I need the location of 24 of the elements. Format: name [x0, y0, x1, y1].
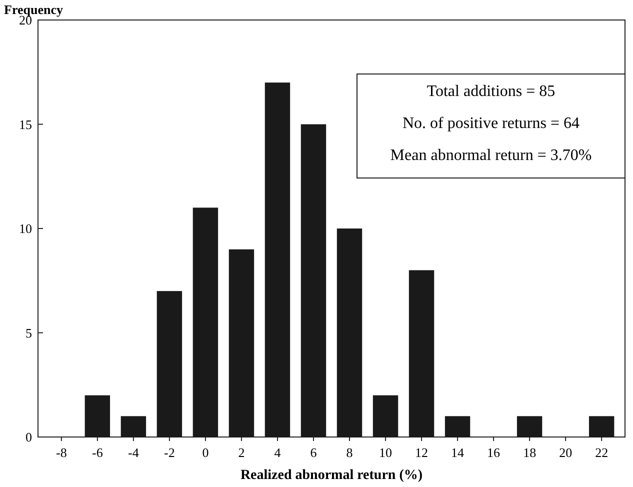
x-tick-label: 6 [310, 445, 318, 460]
y-tick-label: 0 [26, 430, 32, 445]
annotation: Mean abnormal return = 3.70% [390, 147, 592, 164]
x-tick-label: 20 [559, 445, 572, 460]
y-tick-label: 10 [19, 221, 32, 236]
x-tick-label: -2 [164, 445, 175, 460]
x-tick-label: 10 [379, 445, 392, 460]
x-tick-label: 0 [202, 445, 209, 460]
x-axis-title: Realized abnormal return (%) [240, 468, 423, 483]
x-tick-label: 12 [415, 445, 428, 460]
x-tick-label: 18 [523, 445, 536, 460]
x-tick-label: 4 [274, 445, 282, 460]
x-tick-label: 14 [451, 445, 465, 460]
x-tick-label: -4 [128, 445, 140, 460]
x-tick-label: -6 [92, 445, 104, 460]
annotation: No. of positive returns = 64 [402, 115, 580, 132]
y-tick-label: 5 [26, 325, 32, 340]
x-tick-label: 8 [346, 445, 353, 460]
y-tick-label: 15 [19, 116, 32, 132]
x-tick-label: 16 [487, 445, 501, 460]
x-tick-label: -8 [56, 445, 67, 460]
x-tick-label: 22 [595, 445, 608, 460]
annotation: Total additions = 85 [426, 83, 556, 100]
x-tick-label: 2 [238, 445, 245, 460]
